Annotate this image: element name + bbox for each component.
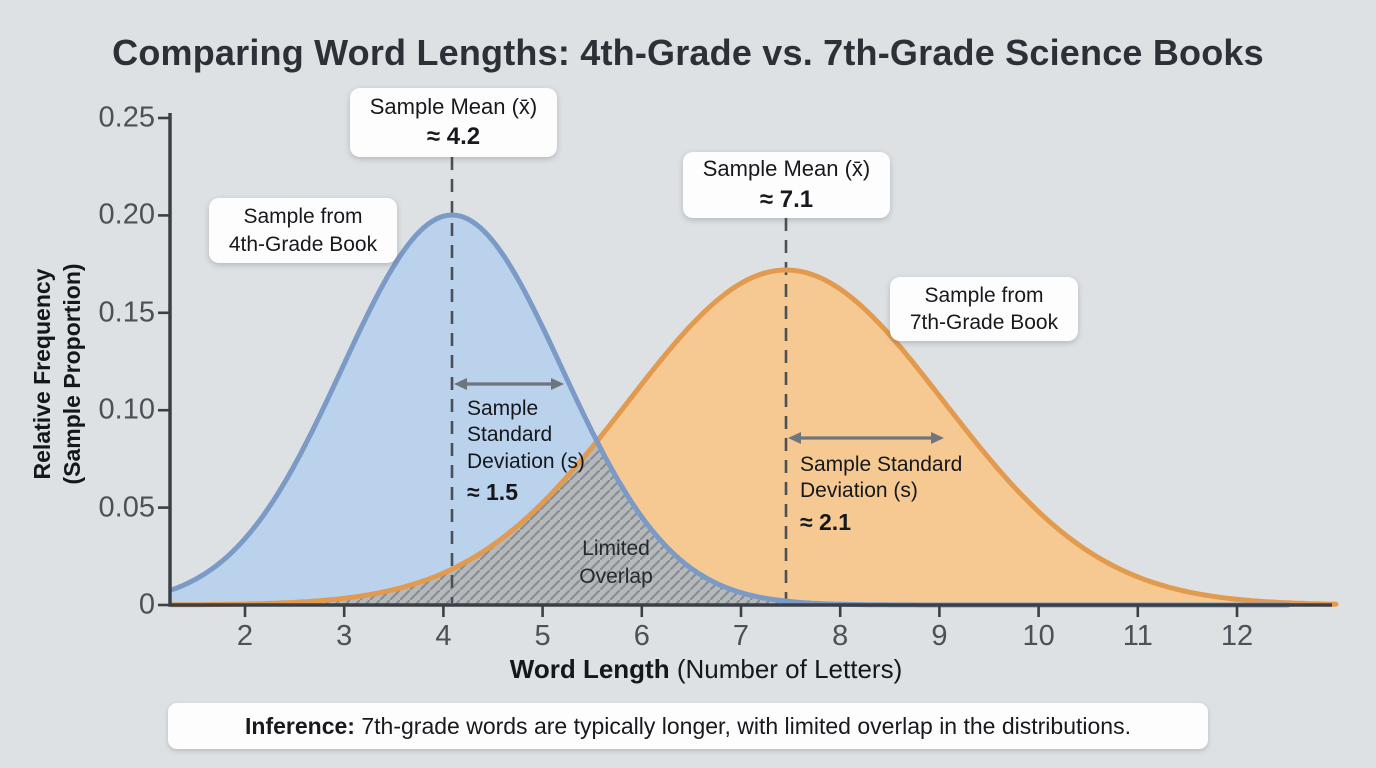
sd-annotation-4th-line1: Sample xyxy=(467,397,539,420)
y-tick-label: 0.05 xyxy=(98,491,155,524)
series-callout-4th-line1: Sample from xyxy=(243,205,363,229)
sd-annotation-7th: Sample Standard Deviation (s) ≈ 2.1 xyxy=(800,452,962,537)
x-tick-label: 4 xyxy=(435,620,452,652)
curve-7th xyxy=(169,267,1339,608)
y-tick-marks xyxy=(158,116,170,607)
curve-7th-fill xyxy=(172,270,1336,605)
mean-callout-7th-line1: Sample Mean (x̄) xyxy=(702,156,871,182)
y-tick-label: 0.25 xyxy=(98,101,155,134)
sd-annotation-4th-value: ≈ 1.5 xyxy=(467,479,518,506)
sd-annotation-7th-line1: Sample Standard xyxy=(800,453,963,476)
x-axis-label-rest: (Number of Letters) xyxy=(669,654,903,684)
y-tick-label: 0.15 xyxy=(98,296,155,329)
sd-annotation-4th-line3: Deviation (s) xyxy=(467,449,585,473)
x-tick-label: 8 xyxy=(832,620,849,652)
x-tick-label: 11 xyxy=(1122,620,1153,652)
overlap-region xyxy=(284,442,808,605)
mean-callout-4th-line1: Sample Mean (x̄) xyxy=(369,93,538,119)
y-tick-label: 0.10 xyxy=(98,393,155,426)
mean-callout-4th-value: ≈ 4.2 xyxy=(426,123,481,151)
x-axis-label-bold: Word Length xyxy=(509,654,670,684)
sd-annotation-7th-line2: Deviation (s) xyxy=(800,479,918,503)
mean-callout-7th: Sample Mean (x̄) ≈ 7.1 xyxy=(683,152,890,218)
sd-arrow-4th xyxy=(454,378,564,390)
series-callout-4th: Sample from 4th-Grade Book xyxy=(209,198,397,263)
x-axis-label: Word Length (Number of Letters) xyxy=(0,654,1376,685)
mean-callout-4th: Sample Mean (x̄) ≈ 4.2 xyxy=(350,88,557,157)
y-axis-label-line1: Relative Frequency xyxy=(29,268,56,480)
y-tick-label: 0.20 xyxy=(98,198,155,231)
y-tick-label: 0 xyxy=(138,588,155,621)
overlap-label: Limited Overlap xyxy=(546,535,686,590)
y-axis-label: Relative Frequency (Sample Proportion) xyxy=(28,263,88,484)
x-tick-label: 3 xyxy=(336,620,353,652)
mean-callout-7th-value: ≈ 7.1 xyxy=(759,185,814,213)
x-tick-label: 12 xyxy=(1220,620,1254,652)
sd-arrow-7th xyxy=(788,432,944,444)
x-tick-label: 7 xyxy=(732,620,750,652)
y-axis-label-line2: (Sample Proportion) xyxy=(59,263,85,485)
sd-annotation-4th: Sample Standard Deviation (s) ≈ 1.5 xyxy=(467,396,585,507)
series-callout-7th-line2: 7th-Grade Book xyxy=(909,311,1059,334)
sd-annotation-7th-value: ≈ 2.1 xyxy=(800,508,851,535)
inference-note: Inference: 7th-grade words are typically… xyxy=(168,703,1208,749)
x-tick-label: 9 xyxy=(931,620,948,652)
x-tick-marks xyxy=(243,605,1239,617)
overlap-label-line2: Overlap xyxy=(579,564,653,588)
series-callout-7th-line1: Sample from xyxy=(924,283,1044,307)
inference-prefix: Inference: xyxy=(245,712,355,739)
series-callout-7th: Sample from 7th-Grade Book xyxy=(890,277,1078,341)
chart-title: Comparing Word Lengths: 4th-Grade vs. 7t… xyxy=(112,32,1264,73)
x-tick-label: 10 xyxy=(1022,620,1055,652)
x-tick-label: 6 xyxy=(633,620,650,652)
x-tick-label: 2 xyxy=(236,620,254,652)
inference-text: 7th-grade words are typically longer, wi… xyxy=(354,712,1131,739)
overlap-label-line1: Limited xyxy=(582,537,650,560)
series-callout-4th-line2: 4th-Grade Book xyxy=(228,232,378,256)
sd-annotation-4th-line2: Standard xyxy=(467,423,553,447)
x-tick-label: 5 xyxy=(534,620,551,652)
